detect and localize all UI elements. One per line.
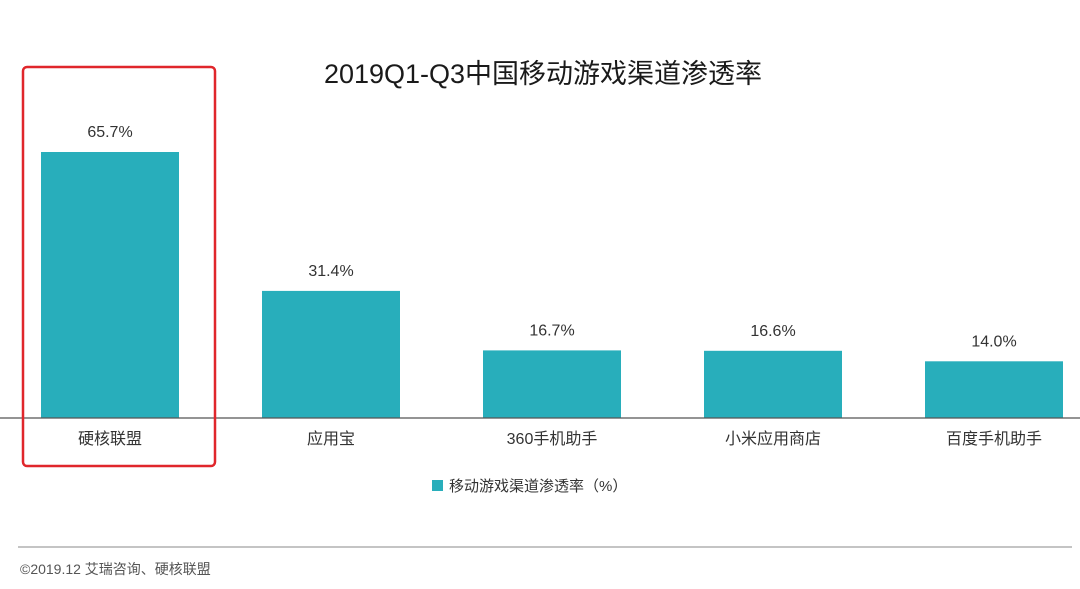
category-label-2: 应用宝	[307, 429, 355, 448]
legend-swatch	[432, 480, 443, 491]
bar-3	[483, 350, 621, 418]
bar-4	[704, 350, 842, 418]
value-label-1: 65.7%	[87, 124, 132, 141]
category-label-4: 小米应用商店	[725, 429, 821, 448]
category-labels-group: 硬核联盟 应用宝 360手机助手 小米应用商店 百度手机助手	[78, 429, 1042, 448]
value-label-5: 14.0%	[971, 333, 1016, 350]
bar-5	[925, 361, 1063, 418]
legend: 移动游戏渠道渗透率（%）	[432, 478, 627, 495]
chart-title: 2019Q1-Q3中国移动游戏渠道渗透率	[324, 59, 762, 89]
legend-label: 移动游戏渠道渗透率（%）	[449, 478, 627, 495]
category-label-1: 硬核联盟	[78, 430, 142, 448]
bar-1	[41, 152, 179, 418]
category-label-3: 360手机助手	[507, 430, 598, 448]
source-footer: ©2019.12 艾瑞咨询、硬核联盟	[20, 561, 211, 577]
value-labels-group: 65.7% 31.4% 16.7% 16.6% 14.0%	[87, 124, 1016, 350]
bar-2	[262, 290, 400, 418]
value-label-4: 16.6%	[750, 323, 795, 340]
value-label-2: 31.4%	[308, 263, 353, 280]
bars-group	[41, 152, 1063, 418]
highlight-box	[21, 65, 217, 468]
value-label-3: 16.7%	[529, 322, 574, 339]
category-label-5: 百度手机助手	[946, 430, 1042, 448]
